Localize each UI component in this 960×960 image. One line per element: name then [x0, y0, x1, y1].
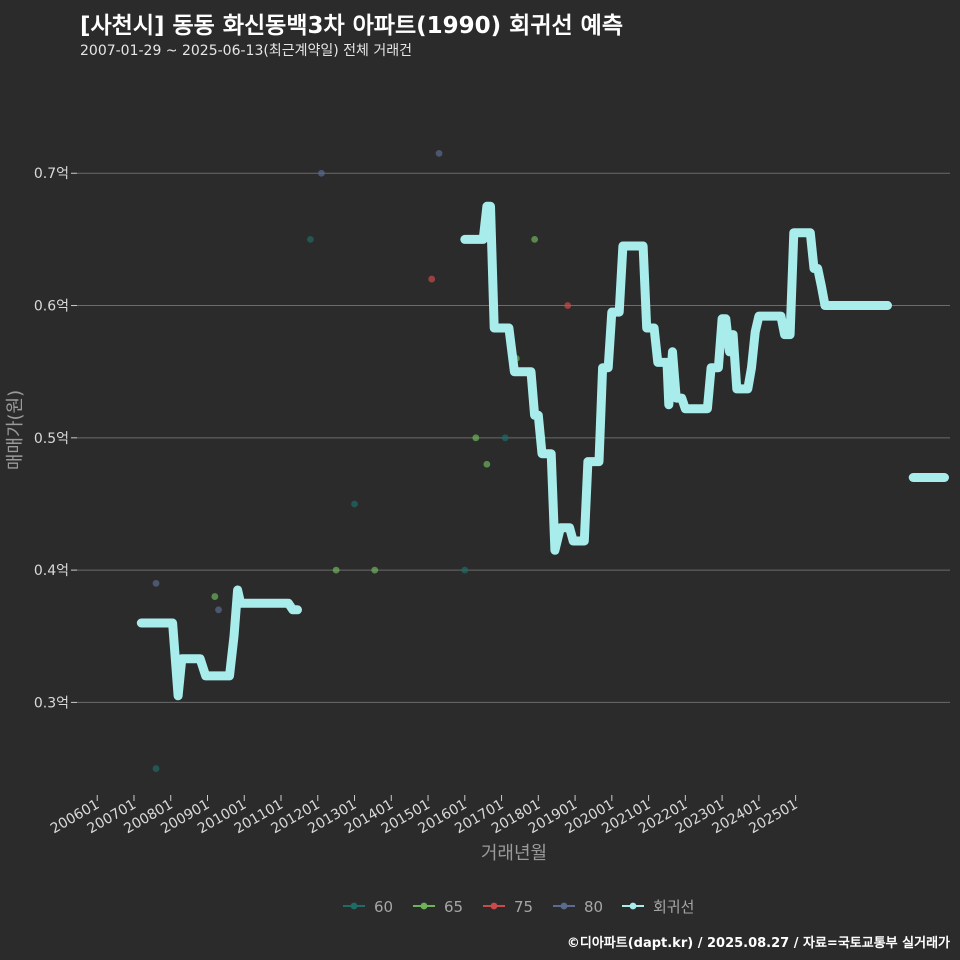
data-point-60: [501, 434, 509, 442]
data-point-60: [152, 765, 160, 772]
data-point-65: [472, 434, 480, 442]
y-axis-ticks: 0.3억 0.4억 0.5억 0.6억 0.7억: [34, 166, 77, 711]
y-tick-label: 0.7억: [34, 166, 69, 182]
legend-label: 회귀선: [653, 898, 694, 916]
legend-label: 80: [584, 898, 603, 916]
legend-label: 75: [514, 898, 533, 916]
data-point-65: [531, 235, 539, 243]
legend-label: 65: [444, 898, 463, 916]
data-point-65: [332, 566, 340, 574]
data-point-65: [371, 566, 379, 574]
chart-caption: ©디아파트(dapt.kr) / 2025.08.27 / 자료=국토교통부 실…: [566, 936, 950, 951]
x-axis-title: 거래년월: [481, 843, 547, 864]
y-tick-label: 0.6억: [34, 299, 69, 315]
data-point-80: [435, 150, 443, 157]
legend: 60 65 75 80 회귀선: [343, 898, 694, 916]
scatter-points: [152, 150, 572, 772]
chart-title: [사천시] 동동 화신동백3차 아파트(1990) 회귀선 예측: [80, 13, 623, 39]
data-point-80: [152, 579, 160, 587]
data-point-65: [483, 460, 491, 468]
y-tick-label: 0.3억: [34, 695, 69, 711]
y-tick-label: 0.4억: [34, 563, 69, 579]
data-point-60: [461, 566, 469, 574]
data-point-60: [351, 500, 358, 508]
y-tick-label: 0.5억: [34, 431, 69, 447]
data-point-65: [211, 593, 219, 600]
regression-line: [136, 201, 949, 701]
x-axis-ticks: 2006012007012008012009012010012011012012…: [48, 795, 801, 837]
legend-key-dot: [420, 902, 428, 910]
regression-segment: [460, 201, 892, 555]
data-point-75: [564, 302, 572, 309]
legend-key-dot: [490, 902, 498, 910]
chart-subtitle: 2007-01-29 ~ 2025-06-13(최근계약일) 전체 거래건: [80, 43, 412, 59]
data-point-80: [215, 606, 222, 614]
y-axis-title: 매매가(원): [5, 390, 26, 470]
data-point-80: [318, 169, 325, 177]
legend-key-dot: [629, 902, 637, 910]
legend-key-dot: [350, 902, 358, 910]
legend-key-dot: [560, 902, 568, 910]
data-point-60: [307, 235, 314, 243]
legend-label: 60: [374, 898, 393, 916]
data-point-75: [428, 275, 436, 283]
regression-segment: [136, 585, 302, 701]
grid-layer: [77, 172, 950, 703]
